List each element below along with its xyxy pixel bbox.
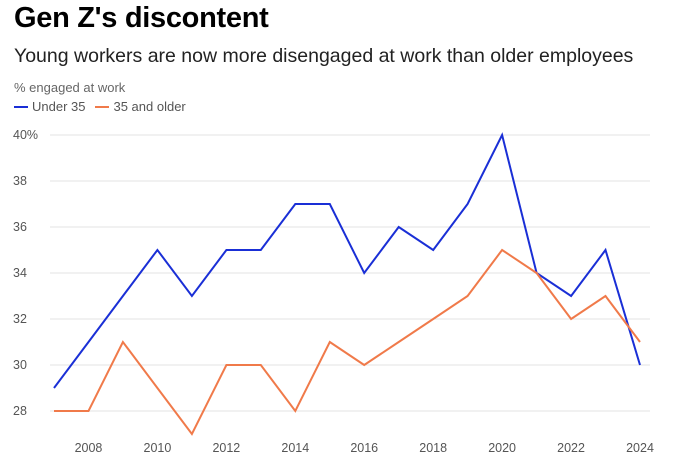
y-tick-label-30: 30 bbox=[13, 358, 27, 372]
x-tick-label-2024: 2024 bbox=[626, 441, 654, 455]
chart-subtitle: Young workers are now more disengaged at… bbox=[14, 45, 634, 67]
x-tick-label-2014: 2014 bbox=[281, 441, 309, 455]
legend-swatch-35-and-older bbox=[95, 105, 110, 108]
x-tick-label-2018: 2018 bbox=[419, 441, 447, 455]
x-tick-label-2020: 2020 bbox=[488, 441, 516, 455]
legend: Under 35 35 and older bbox=[14, 99, 196, 114]
series-line-35-and-older bbox=[54, 248, 641, 436]
x-tick-label-2016: 2016 bbox=[350, 441, 378, 455]
legend-item-under-35: Under 35 bbox=[14, 99, 85, 114]
x-tick-label-2022: 2022 bbox=[557, 441, 585, 455]
chart-title: Gen Z's discontent bbox=[14, 2, 269, 34]
legend-label-35-and-older: 35 and older bbox=[113, 99, 186, 114]
y-tick-label-34: 34 bbox=[13, 266, 27, 280]
y-axis-label: % engaged at work bbox=[14, 80, 126, 95]
series-line-under-35 bbox=[53, 132, 641, 389]
y-tick-label-28: 28 bbox=[13, 404, 27, 418]
legend-item-35-and-older: 35 and older bbox=[95, 99, 186, 114]
y-tick-label-40: 40% bbox=[13, 128, 38, 142]
x-tick-label-2010: 2010 bbox=[144, 441, 172, 455]
y-tick-label-32: 32 bbox=[13, 312, 27, 326]
y-tick-label-36: 36 bbox=[13, 220, 27, 234]
x-tick-label-2008: 2008 bbox=[75, 441, 103, 455]
legend-label-under-35: Under 35 bbox=[32, 99, 86, 114]
x-tick-label-2012: 2012 bbox=[212, 441, 240, 455]
legend-swatch-under-35 bbox=[14, 105, 28, 108]
y-tick-label-38: 38 bbox=[13, 174, 27, 188]
